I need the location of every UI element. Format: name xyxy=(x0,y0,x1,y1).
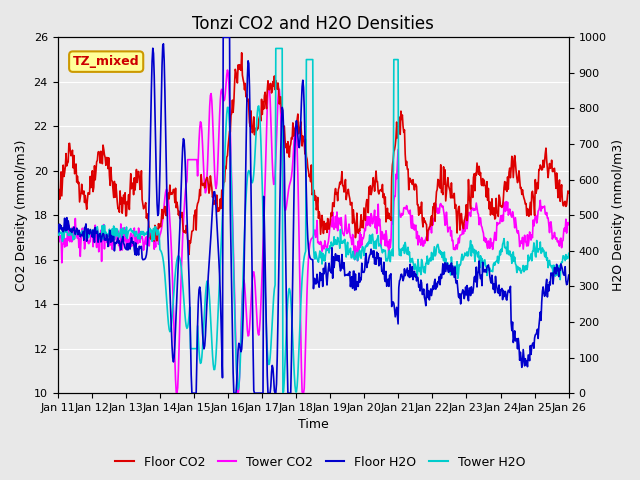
Legend: Floor CO2, Tower CO2, Floor H2O, Tower H2O: Floor CO2, Tower CO2, Floor H2O, Tower H… xyxy=(109,451,531,474)
Title: Tonzi CO2 and H2O Densities: Tonzi CO2 and H2O Densities xyxy=(192,15,434,33)
Y-axis label: CO2 Density (mmol/m3): CO2 Density (mmol/m3) xyxy=(15,140,28,291)
Y-axis label: H2O Density (mmol/m3): H2O Density (mmol/m3) xyxy=(612,139,625,291)
Text: TZ_mixed: TZ_mixed xyxy=(73,55,140,68)
X-axis label: Time: Time xyxy=(298,419,328,432)
